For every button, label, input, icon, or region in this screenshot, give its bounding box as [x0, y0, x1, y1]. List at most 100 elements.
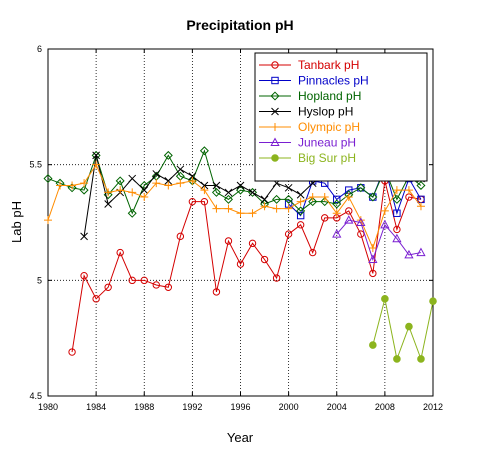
- legend-marker-hyslop: [271, 107, 279, 116]
- hopland-point: [416, 180, 426, 190]
- legend-marker-pinnacles: [271, 76, 279, 85]
- legend-label-big-sur: Big Sur pH: [298, 151, 356, 165]
- big-sur-point: [381, 295, 389, 303]
- olympic-series: [44, 160, 425, 252]
- big-sur-line: [372, 298, 434, 361]
- olympic-point: [248, 209, 257, 218]
- hopland-point: [199, 146, 209, 156]
- tanbark-point: [164, 283, 173, 291]
- big-sur-point: [429, 297, 437, 305]
- tanbark-point: [296, 221, 305, 229]
- tanbark-point: [321, 214, 329, 222]
- big-sur-point: [417, 355, 425, 363]
- hyslop-point: [176, 165, 185, 174]
- x-tick-label: 2000: [279, 402, 299, 412]
- olympic-point: [140, 193, 149, 202]
- tanbark-point: [80, 272, 88, 280]
- olympic-point: [68, 181, 77, 190]
- olympic-point: [152, 179, 161, 188]
- hopland-point: [284, 194, 294, 204]
- hyslop-point: [284, 183, 293, 192]
- olympic-point: [272, 204, 281, 213]
- tanbark-point: [224, 237, 233, 245]
- hopland-point: [332, 199, 342, 209]
- x-tick-label: 2004: [327, 402, 347, 412]
- big-sur-series: [369, 295, 437, 363]
- tanbark-point: [128, 276, 136, 285]
- olympic-point: [44, 216, 52, 225]
- tanbark-point: [176, 232, 185, 241]
- olympic-point: [164, 181, 173, 190]
- hyslop-point: [128, 174, 137, 183]
- legend-marker-tanbark: [271, 61, 279, 69]
- tanbark-point: [200, 197, 209, 206]
- olympic-point: [404, 186, 413, 195]
- legend-label-hyslop: Hyslop pH: [298, 105, 353, 119]
- olympic-point: [188, 176, 197, 185]
- legend-label-juneau: Juneau pH: [298, 136, 356, 150]
- olympic-point: [392, 186, 401, 195]
- hopland-point: [368, 192, 378, 202]
- juneau-point: [392, 233, 402, 243]
- legend-marker-hopland: [270, 91, 280, 101]
- juneau-point: [368, 254, 378, 264]
- legend-marker-juneau: [270, 137, 280, 146]
- hyslop-point: [92, 151, 100, 160]
- hyslop-point: [248, 188, 257, 197]
- tanbark-point: [152, 281, 160, 289]
- tanbark-point: [369, 269, 377, 278]
- y-axis-label: Lab pH: [9, 201, 24, 243]
- olympic-point: [320, 193, 329, 202]
- tanbark-point: [393, 225, 401, 234]
- hopland-point: [223, 194, 233, 204]
- tanbark-point: [345, 207, 353, 215]
- hopland-point: [235, 185, 246, 195]
- tanbark-point: [272, 274, 281, 282]
- tanbark-point: [308, 248, 317, 257]
- tanbark-line: [71, 180, 422, 353]
- olympic-point: [212, 204, 221, 213]
- hopland-point: [79, 185, 89, 195]
- hopland-point: [115, 176, 125, 186]
- tanbark-point: [212, 288, 221, 296]
- y-tick-label: 5: [37, 275, 42, 285]
- juneau-point: [332, 229, 342, 238]
- juneau-point: [356, 217, 366, 226]
- big-sur-point: [393, 355, 401, 363]
- hyslop-point: [236, 181, 245, 190]
- legend-label-pinnacles: Pinnacles pH: [298, 74, 369, 88]
- x-tick-label: 1996: [230, 402, 250, 412]
- hyslop-point: [164, 177, 173, 185]
- big-sur-point: [369, 341, 377, 349]
- hopland-point: [163, 150, 173, 160]
- tanbark-point: [284, 230, 293, 238]
- olympic-point: [200, 186, 209, 195]
- hopland-point: [127, 208, 137, 218]
- pinnacles-point: [393, 209, 401, 217]
- tanbark-point: [260, 255, 269, 264]
- olympic-point: [56, 181, 65, 190]
- olympic-point: [128, 188, 137, 197]
- olympic-point: [344, 193, 353, 202]
- y-tick-label: 4.5: [29, 391, 42, 401]
- hopland-point: [272, 194, 282, 204]
- hyslop-point: [140, 186, 149, 194]
- legend-box: [254, 52, 428, 182]
- olympic-point: [80, 179, 89, 188]
- hyslop-point: [296, 190, 305, 199]
- tanbark-point: [140, 276, 148, 285]
- olympic-point: [116, 186, 125, 195]
- tanbark-point: [104, 283, 112, 291]
- hyslop-point: [80, 232, 88, 241]
- olympic-point: [416, 202, 425, 211]
- x-tick-label: 2012: [423, 402, 443, 412]
- juneau-series: [332, 215, 426, 264]
- olympic-point: [224, 204, 233, 213]
- tanbark-point: [357, 230, 365, 238]
- chart-title: Precipitation pH: [186, 17, 293, 33]
- tanbark-point: [236, 260, 245, 268]
- tanbark-series: [68, 177, 425, 356]
- olympic-point: [308, 193, 317, 202]
- hopland-point: [211, 187, 221, 197]
